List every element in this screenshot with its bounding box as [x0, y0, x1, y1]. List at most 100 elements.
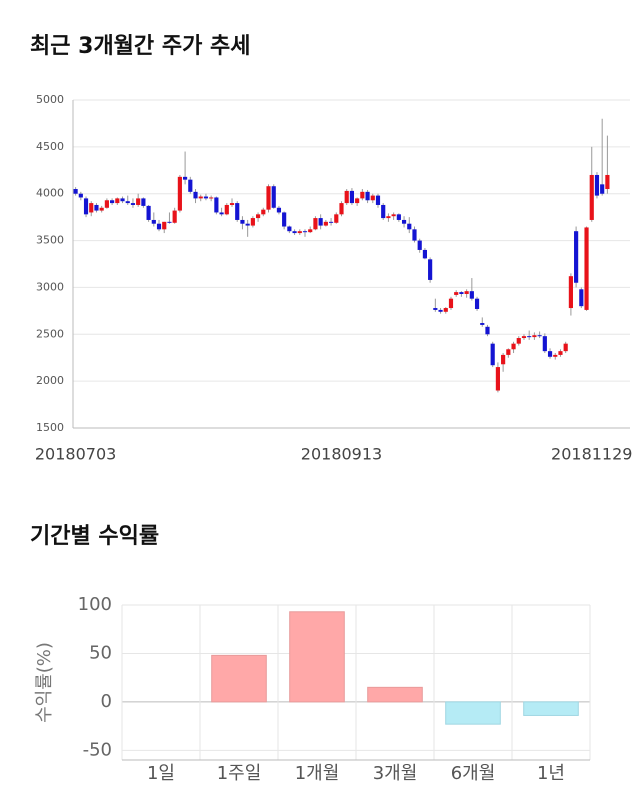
bar	[523, 701, 579, 716]
candle-body	[339, 203, 344, 215]
candle-body	[443, 308, 448, 312]
candle-body	[558, 351, 563, 355]
candle-body	[297, 231, 302, 234]
candle-body	[141, 198, 146, 206]
candle-body	[506, 349, 511, 355]
candle-body	[542, 336, 547, 352]
y-tick-label: 3500	[36, 234, 64, 247]
y-tick-label: 50	[89, 642, 112, 663]
candle-body	[136, 198, 141, 205]
candle-body	[386, 216, 391, 219]
candle-body	[438, 309, 443, 312]
candle-body	[490, 343, 495, 366]
candle-body	[172, 210, 177, 223]
candle-body	[292, 231, 297, 234]
candle-body	[240, 219, 245, 224]
candle-body	[401, 219, 407, 224]
candle-body	[594, 174, 600, 196]
candle-body	[104, 200, 109, 208]
candle-body	[412, 229, 417, 241]
x-tick-label: 6개월	[451, 763, 496, 784]
candle-body	[381, 204, 386, 219]
y-axis-label: 수익률(%)	[34, 642, 55, 723]
x-tick-label: 1개월	[295, 763, 340, 784]
candle-body	[151, 219, 156, 224]
candle-body	[521, 336, 527, 339]
candle-body	[574, 231, 579, 283]
candle-body	[349, 190, 355, 204]
candle-body	[302, 231, 308, 233]
bar	[289, 611, 345, 703]
candle-body	[130, 203, 136, 205]
candle-body	[110, 200, 115, 204]
candle-body	[516, 338, 521, 344]
y-tick-label: 100	[78, 594, 112, 615]
candle-body	[584, 227, 589, 310]
candle-body	[308, 229, 313, 233]
candle-body	[568, 276, 573, 309]
candle-body	[193, 191, 198, 199]
candle-body	[115, 198, 120, 204]
candle-body	[313, 218, 318, 230]
candle-body	[188, 179, 193, 192]
candle-body	[214, 197, 219, 213]
x-tick-label: 1년	[537, 763, 565, 784]
candle-body	[547, 351, 553, 357]
candle-body	[89, 203, 94, 213]
candle-body	[318, 218, 323, 226]
candle-body	[162, 221, 167, 230]
candle-body	[287, 226, 292, 232]
candle-body	[323, 221, 328, 226]
candle-body	[605, 174, 610, 190]
candle-body	[203, 196, 209, 199]
x-tick-label: 20180913	[301, 445, 382, 464]
candle-body	[417, 240, 422, 250]
candle-body	[428, 259, 433, 280]
candle-body	[563, 343, 568, 352]
candle-body	[370, 195, 375, 201]
candle-body	[553, 354, 558, 357]
candle-body	[198, 196, 203, 199]
x-tick-label: 1주일	[217, 763, 262, 784]
candle-body	[328, 221, 334, 223]
chart-title: 기간별 수익률	[30, 524, 159, 549]
candle-body	[209, 197, 214, 199]
y-tick-label: 4000	[36, 187, 64, 200]
y-tick-label: 2500	[36, 327, 64, 340]
x-tick-label: 1일	[147, 763, 175, 784]
candle-body	[266, 186, 271, 210]
candle-body	[156, 223, 162, 230]
x-tick-label: 20181129	[551, 445, 632, 464]
candle-body	[183, 176, 188, 180]
candle-body	[271, 186, 276, 208]
candle-body	[464, 291, 469, 294]
candle-body	[422, 249, 428, 259]
candle-body	[219, 212, 224, 215]
y-tick-label: 5000	[36, 93, 64, 106]
candle-body	[480, 323, 485, 325]
candle-body	[282, 212, 287, 227]
candle-body	[433, 308, 438, 310]
candle-body	[125, 201, 130, 204]
candle-body	[375, 195, 381, 205]
y-tick-label: 0	[101, 691, 112, 712]
candle-body	[459, 292, 464, 294]
candle-body	[167, 221, 172, 223]
candle-body	[365, 191, 370, 201]
candle-body	[474, 298, 480, 309]
y-tick-label: -50	[83, 739, 112, 760]
candle-body	[235, 203, 240, 220]
candle-body	[485, 326, 490, 335]
x-tick-label: 3개월	[373, 763, 418, 784]
chart-title: 최근 3개월간 주가 추세	[30, 34, 250, 59]
candle-body	[532, 335, 537, 338]
candle-body	[276, 207, 282, 213]
y-tick-label: 2000	[36, 374, 64, 387]
candle-body	[344, 190, 349, 204]
candle-body	[229, 203, 235, 205]
candle-body	[391, 214, 396, 217]
bar	[211, 654, 267, 703]
candle-body	[537, 335, 542, 337]
